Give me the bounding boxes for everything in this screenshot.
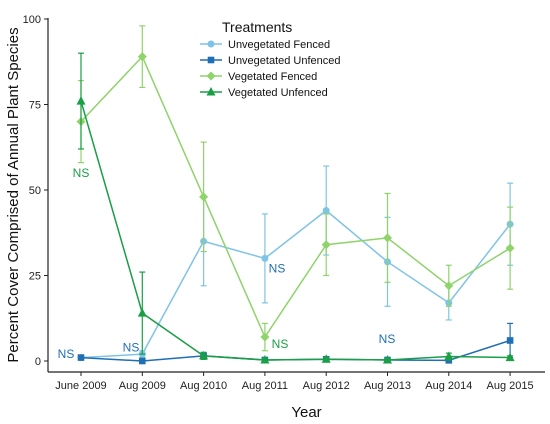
annotation-ns: NS [269,262,286,276]
series-line [80,209,511,359]
series-vegetated-fenced [76,25,515,352]
x-tick-label: Aug 2014 [425,380,472,392]
y-axis-title: Percent Cover Comprised of Annual Plant … [5,27,22,362]
y-tick-label: 25 [29,271,41,283]
legend-title: Treatments [222,19,292,35]
y-tick-label: 75 [29,100,41,112]
series-line [80,100,511,361]
x-tick-label: Aug 2015 [487,380,534,392]
legend-swatch-marker [207,56,215,64]
y-tick-label: 0 [35,356,41,368]
data-point [444,281,454,291]
legend-swatch-marker [207,40,215,48]
data-point [321,354,331,363]
legend-label: Vegetated Unfenced [228,87,328,99]
data-point [199,350,209,360]
annotation-ns: NS [123,340,140,354]
legend-label: Vegetated Fenced [228,71,317,83]
data-point [505,352,515,362]
x-ticks: June 2009 Aug 2009 Aug 2010 Aug 2011 Aug 201… [55,372,534,392]
data-point [77,354,85,361]
data-point [506,337,514,344]
legend-item: Vegetated Unfenced [200,87,328,99]
annotation-ns: NS [379,332,396,346]
data-point [261,254,269,262]
y-tick-label: 100 [23,14,41,26]
series-line [80,55,511,339]
data-point [505,243,515,253]
x-tick-label: Aug 2009 [119,380,166,392]
annotation-ns: NS [73,166,90,180]
annotation-ns: NS [272,337,289,351]
data-point [321,240,331,250]
x-tick-label: Aug 2013 [364,380,411,392]
y-ticks: 0 25 50 75 100 [23,14,48,368]
legend-item: Unvegetated Fenced [200,39,330,51]
legend: Treatments Unvegetated Fenced Unvegetated… [200,19,341,99]
series-vegetated-unfenced [76,52,515,364]
x-axis-title: Year [291,404,321,421]
x-tick-label: Aug 2012 [303,380,350,392]
data-point [137,308,147,317]
legend-item: Vegetated Fenced [200,71,317,83]
annotations: NS NS NS NS NS NS [58,166,396,361]
legend-swatch-marker [206,87,216,96]
x-tick-label: Aug 2010 [180,380,227,392]
data-point [444,351,454,361]
x-tick-label: Aug 2011 [242,380,288,392]
data-point [322,207,330,215]
legend-item: Unvegetated Unfenced [200,55,341,67]
series-unvegetated-fenced [77,165,514,362]
data-point [260,354,270,364]
data-point [139,357,146,365]
data-point [76,96,86,105]
legend-label: Unvegetated Unfenced [228,55,341,67]
data-point [260,332,270,342]
data-point [383,233,392,243]
legend-label: Unvegetated Fenced [228,39,330,51]
data-point [383,354,392,364]
data-point [199,192,209,202]
axes [47,18,545,373]
y-tick-label: 50 [29,185,41,197]
plot-area [76,25,515,365]
annotation-ns: NS [58,347,75,361]
x-tick-label: June 2009 [55,380,106,392]
legend-swatch-marker [206,71,216,81]
data-point [137,52,147,62]
